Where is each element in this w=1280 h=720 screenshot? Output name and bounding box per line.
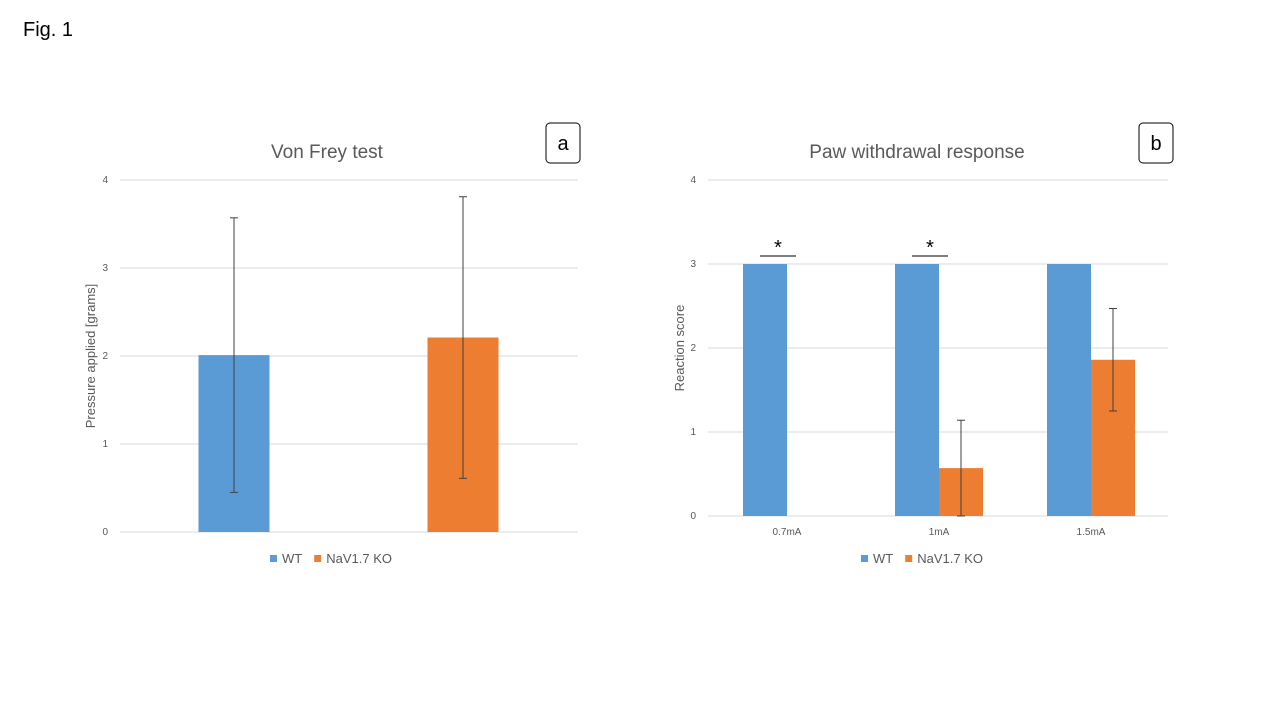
y-tick-label: 4	[690, 175, 696, 186]
chart-paw-withdrawal: Paw withdrawal response b Reaction score…	[672, 122, 1174, 566]
legend-label: NaV1.7 KO	[326, 551, 392, 566]
panel-b-box	[1138, 122, 1174, 164]
figure-label: Fig. 1	[23, 19, 74, 41]
y-tick-label: 4	[102, 175, 108, 186]
y-tick-label: 1	[102, 439, 108, 450]
significance-star: *	[926, 237, 934, 259]
error-bar	[459, 196, 467, 479]
significance-marker: *	[760, 237, 796, 259]
x-tick-label: 1.5mA	[1077, 527, 1106, 538]
y-tick-label: 2	[102, 351, 108, 362]
bar-wt-1ma	[895, 264, 939, 516]
legend-swatch	[314, 555, 322, 562]
chart-a-ylabel: Pressure applied [grams]	[83, 284, 98, 429]
bar-wt-0-7ma	[743, 264, 787, 516]
y-tick-label: 0	[102, 527, 108, 538]
y-tick-label: 0	[690, 511, 696, 522]
chart-a-title: Von Frey test	[271, 142, 384, 163]
y-tick-label: 1	[690, 427, 696, 438]
panel-b-label: b	[1150, 133, 1161, 155]
chart-von-frey: Von Frey test a Pressure applied [grams]…	[83, 122, 581, 566]
y-tick-label: 2	[690, 343, 696, 354]
legend-label: WT	[873, 551, 893, 566]
legend: WT NaV1.7 KO	[861, 551, 983, 566]
chart-b-ylabel: Reaction score	[672, 305, 687, 392]
legend-swatch	[905, 555, 913, 562]
legend-swatch	[861, 555, 868, 562]
bar-wt-1-5ma	[1047, 264, 1091, 516]
legend: WT NaV1.7 KO	[270, 551, 392, 566]
significance-star: *	[774, 237, 782, 259]
panel-a-box	[545, 122, 581, 164]
legend-label: NaV1.7 KO	[917, 551, 983, 566]
error-bar	[1109, 308, 1117, 412]
panel-a-label: a	[557, 133, 569, 155]
x-tick-label: 1mA	[929, 527, 950, 538]
error-bar	[957, 419, 965, 517]
significance-marker: *	[912, 237, 948, 259]
y-tick-label: 3	[690, 259, 696, 270]
error-bar	[230, 217, 238, 493]
legend-swatch	[270, 555, 277, 562]
x-tick-label: 0.7mA	[773, 527, 802, 538]
legend-label: WT	[282, 551, 302, 566]
y-tick-label: 3	[102, 263, 108, 274]
chart-b-title: Paw withdrawal response	[809, 142, 1024, 163]
